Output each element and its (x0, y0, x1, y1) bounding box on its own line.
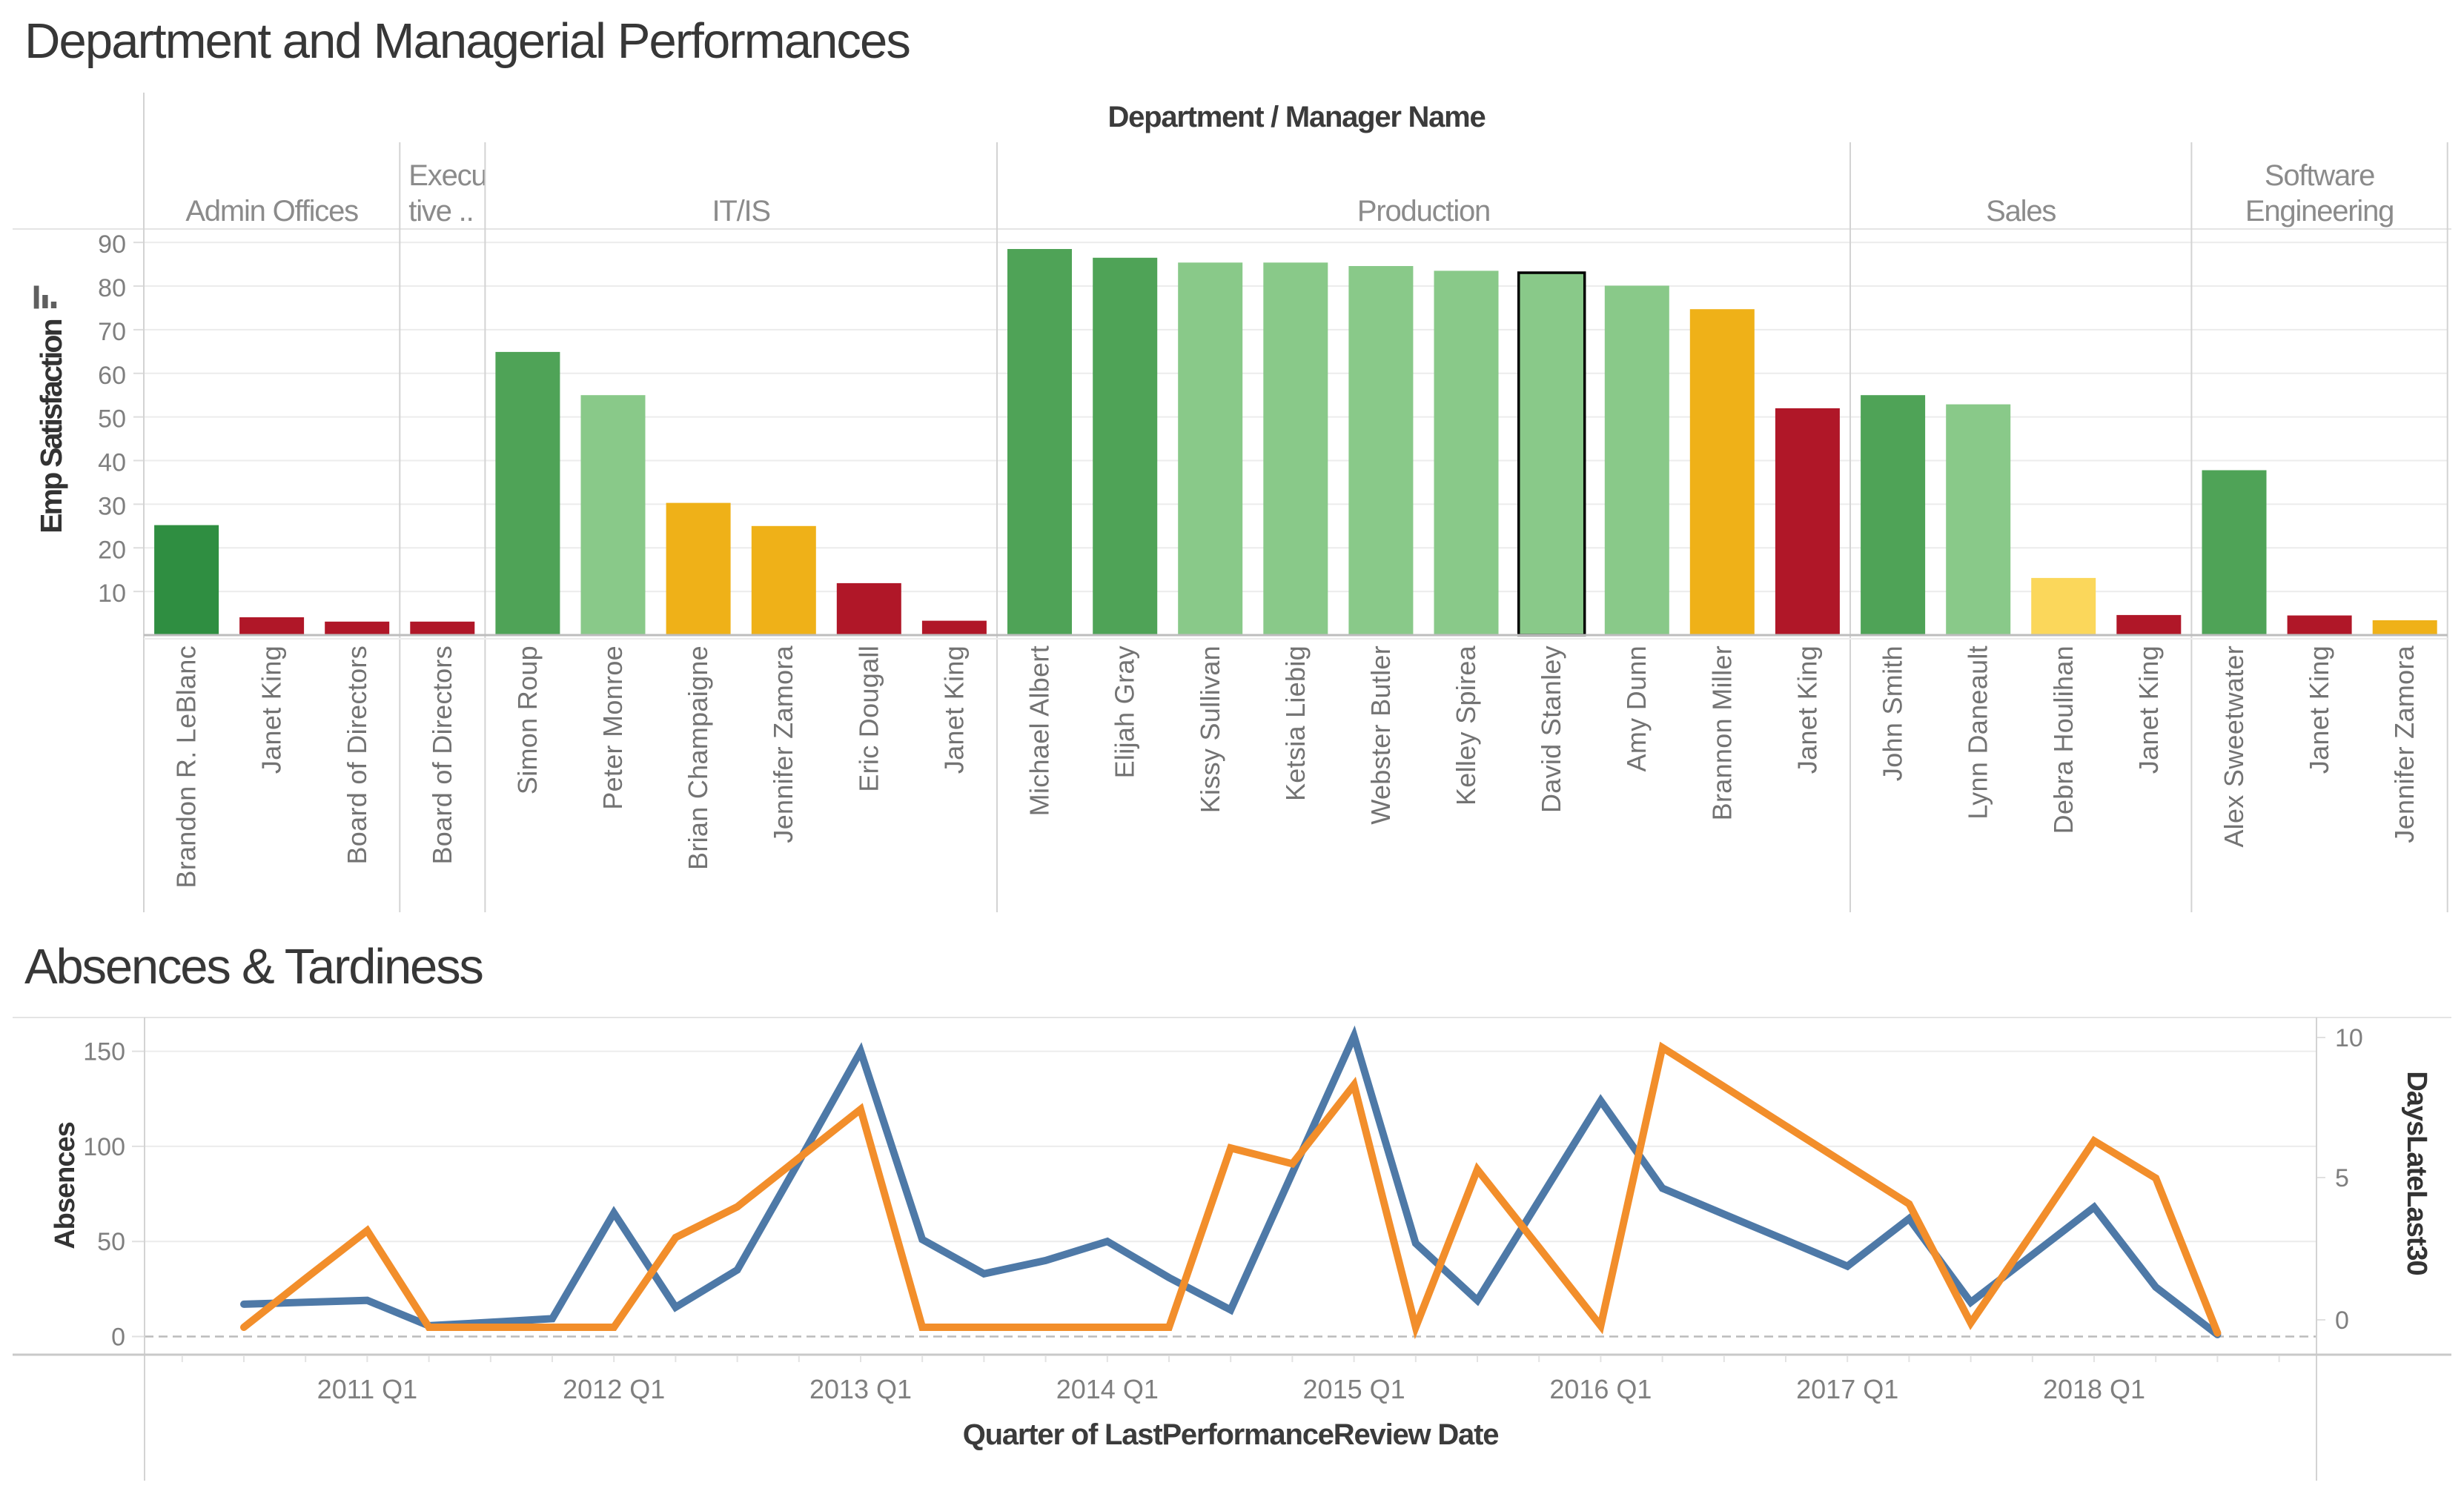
svg-text:Kelley Spirea: Kelley Spirea (1451, 645, 1481, 806)
svg-text:2012 Q1: 2012 Q1 (563, 1374, 665, 1404)
svg-text:Amy Dunn: Amy Dunn (1621, 645, 1652, 771)
svg-text:DaysLateLast30: DaysLateLast30 (2401, 1071, 2432, 1275)
svg-text:5: 5 (2335, 1164, 2349, 1192)
svg-text:Janet King: Janet King (2304, 645, 2334, 774)
svg-text:10: 10 (2335, 1024, 2363, 1052)
svg-text:Absences: Absences (50, 1122, 81, 1249)
svg-text:2014 Q1: 2014 Q1 (1056, 1374, 1159, 1404)
svg-text:Janet King: Janet King (938, 645, 969, 774)
svg-text:Board of Directors: Board of Directors (342, 645, 372, 865)
svg-text:Michael Albert: Michael Albert (1024, 645, 1055, 816)
svg-text:Janet King: Janet King (256, 645, 287, 774)
svg-text:30: 30 (98, 492, 126, 520)
svg-text:Eric Dougall: Eric Dougall (853, 645, 884, 792)
svg-text:2015 Q1: 2015 Q1 (1303, 1374, 1405, 1404)
svg-text:40: 40 (98, 449, 126, 477)
svg-text:50: 50 (98, 405, 126, 434)
svg-text:Jennifer Zamora: Jennifer Zamora (2389, 645, 2420, 843)
svg-text:Kissy Sullivan: Kissy Sullivan (1195, 645, 1225, 813)
svg-text:2018 Q1: 2018 Q1 (2043, 1374, 2145, 1404)
svg-text:Webster Butler: Webster Butler (1365, 645, 1396, 825)
svg-text:20: 20 (98, 536, 126, 564)
svg-text:80: 80 (98, 274, 126, 302)
svg-text:Peter Monroe: Peter Monroe (597, 645, 628, 810)
svg-text:Software: Software (2265, 159, 2374, 192)
svg-text:2016 Q1: 2016 Q1 (1549, 1374, 1652, 1404)
svg-text:Simon Roup: Simon Roup (512, 645, 543, 794)
svg-text:Sales: Sales (1986, 195, 2056, 228)
svg-text:90: 90 (98, 230, 126, 259)
svg-text:Production: Production (1357, 195, 1490, 228)
svg-text:Alex Sweetwater: Alex Sweetwater (2219, 645, 2249, 848)
svg-text:David Stanley: David Stanley (1536, 645, 1566, 813)
svg-text:John Smith: John Smith (1878, 645, 1908, 781)
svg-text:70: 70 (98, 318, 126, 346)
svg-text:Absences & Tardiness: Absences & Tardiness (24, 939, 483, 995)
svg-text:Jennifer Zamora: Jennifer Zamora (768, 645, 798, 843)
svg-text:Admin Offices: Admin Offices (185, 195, 358, 228)
svg-text:0: 0 (111, 1324, 125, 1352)
svg-text:2017 Q1: 2017 Q1 (1796, 1374, 1898, 1404)
svg-text:Janet King: Janet King (2133, 645, 2164, 774)
svg-text:0: 0 (2335, 1307, 2349, 1335)
svg-text:Brian Champaigne: Brian Champaigne (683, 645, 713, 870)
svg-text:Lynn Daneault: Lynn Daneault (1963, 645, 1993, 820)
svg-text:Department / Manager Name: Department / Manager Name (1108, 101, 1486, 133)
svg-text:Elijah Gray: Elijah Gray (1110, 645, 1140, 778)
svg-text:2013 Q1: 2013 Q1 (809, 1374, 912, 1404)
svg-text:Department and Managerial Perf: Department and Managerial Performances (24, 13, 910, 69)
svg-text:Brannon Miller: Brannon Miller (1706, 645, 1737, 820)
svg-text:150: 150 (83, 1038, 125, 1066)
svg-text:Debra Houlihan: Debra Houlihan (2048, 645, 2079, 834)
svg-text:Engineering: Engineering (2245, 195, 2394, 228)
svg-text:Execu: Execu (408, 159, 486, 192)
svg-text:50: 50 (97, 1228, 125, 1256)
svg-text:Board of Directors: Board of Directors (427, 645, 457, 865)
svg-text:100: 100 (83, 1133, 125, 1161)
svg-text:60: 60 (98, 362, 126, 390)
svg-text:2011 Q1: 2011 Q1 (317, 1374, 417, 1404)
svg-text:Quarter of LastPerformanceRevi: Quarter of LastPerformanceReview Date (963, 1418, 1499, 1451)
svg-text:tive ..: tive .. (408, 195, 473, 228)
svg-text:IT/IS: IT/IS (712, 195, 769, 228)
svg-text:Ketsia Liebig: Ketsia Liebig (1280, 645, 1311, 801)
svg-text:10: 10 (98, 580, 126, 608)
svg-text:Emp Satisfaction: Emp Satisfaction (34, 319, 68, 534)
svg-text:Brandon R. LeBlanc: Brandon R. LeBlanc (171, 645, 202, 889)
svg-text:Janet King: Janet King (1792, 645, 1822, 774)
